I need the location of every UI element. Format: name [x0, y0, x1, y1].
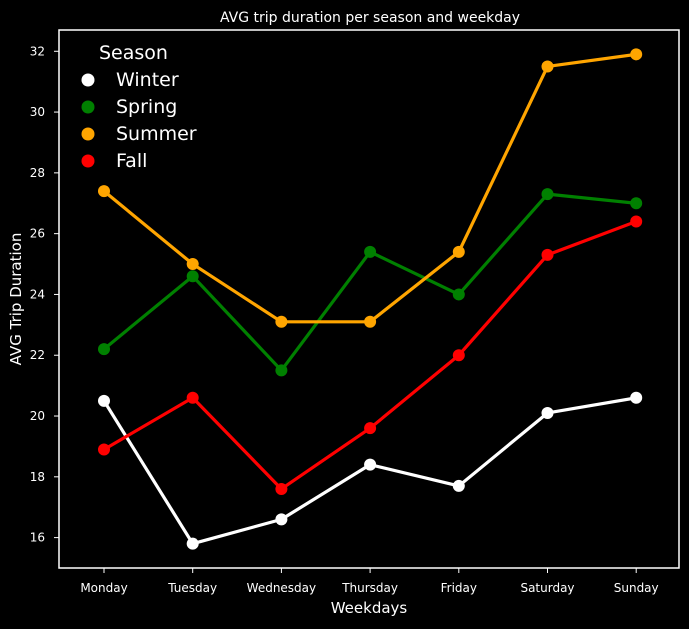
- plot-area-frame: [58, 29, 680, 569]
- x-tick-label: Wednesday: [247, 581, 316, 595]
- data-point: [364, 422, 377, 435]
- legend: Season Winter Spring Summer Fall: [81, 42, 197, 172]
- y-axis-label: AVG Trip Duration: [7, 233, 25, 366]
- data-point: [452, 245, 465, 258]
- data-point: [186, 258, 199, 271]
- series-summer: [98, 48, 643, 328]
- x-tick-label: Tuesday: [167, 581, 217, 595]
- data-point: [275, 482, 288, 495]
- data-point: [452, 479, 465, 492]
- y-tick-label: 26: [30, 227, 45, 241]
- x-tick-label: Monday: [80, 581, 127, 595]
- legend-item-spring: Spring: [81, 96, 177, 118]
- data-point: [630, 391, 643, 404]
- y-tick-label: 32: [30, 44, 45, 58]
- y-tick-label: 30: [30, 105, 45, 119]
- legend-label: Spring: [116, 96, 177, 118]
- y-tick-label: 22: [30, 348, 45, 362]
- x-tick-label: Friday: [441, 581, 477, 595]
- data-point: [275, 513, 288, 526]
- legend-label: Winter: [116, 69, 179, 91]
- data-point: [186, 391, 199, 404]
- data-point: [186, 270, 199, 283]
- series-spring: [98, 188, 643, 377]
- x-tick-label: Sunday: [614, 581, 659, 595]
- series-winter: [98, 391, 643, 550]
- legend-title: Season: [99, 42, 168, 64]
- legend-marker: [81, 100, 95, 114]
- y-tick-label: 28: [30, 166, 45, 180]
- legend-marker: [81, 154, 95, 168]
- data-point: [364, 245, 377, 258]
- x-tick-label: Saturday: [520, 581, 574, 595]
- series-fall: [98, 215, 643, 495]
- data-point: [630, 197, 643, 210]
- legend-label: Summer: [116, 123, 197, 145]
- chart-title: AVG trip duration per season and weekday: [220, 10, 520, 26]
- data-point: [98, 185, 110, 198]
- data-point: [541, 406, 554, 419]
- data-point: [98, 443, 110, 456]
- data-point: [630, 48, 643, 61]
- data-point: [452, 288, 465, 301]
- legend-item-winter: Winter: [81, 69, 179, 91]
- legend-item-summer: Summer: [81, 123, 197, 145]
- x-tick-label: Thursday: [341, 581, 398, 595]
- data-point: [630, 215, 643, 228]
- legend-label: Fall: [116, 150, 147, 172]
- y-tick-label: 16: [30, 531, 45, 545]
- series-layer: [98, 48, 643, 550]
- legend-marker: [81, 73, 95, 87]
- y-tick-label: 20: [30, 409, 45, 423]
- y-tick-label: 18: [30, 470, 45, 484]
- data-point: [364, 315, 377, 328]
- y-tick-label: 24: [30, 287, 45, 301]
- data-point: [98, 343, 110, 356]
- x-axis-label: Weekdays: [331, 599, 408, 617]
- x-axis: Monday Tuesday Wednesday Thursday Friday Satu…: [80, 568, 659, 595]
- data-point: [275, 364, 288, 377]
- legend-item-fall: Fall: [81, 150, 147, 172]
- data-point: [541, 60, 554, 73]
- data-point: [98, 394, 110, 407]
- data-point: [541, 188, 554, 201]
- data-point: [541, 248, 554, 261]
- data-point: [452, 349, 465, 362]
- data-point: [186, 537, 199, 550]
- data-point: [275, 315, 288, 328]
- data-point: [364, 458, 377, 471]
- legend-marker: [81, 127, 95, 141]
- y-axis: 16 18 20 22 24 26 28 30 32: [30, 44, 59, 545]
